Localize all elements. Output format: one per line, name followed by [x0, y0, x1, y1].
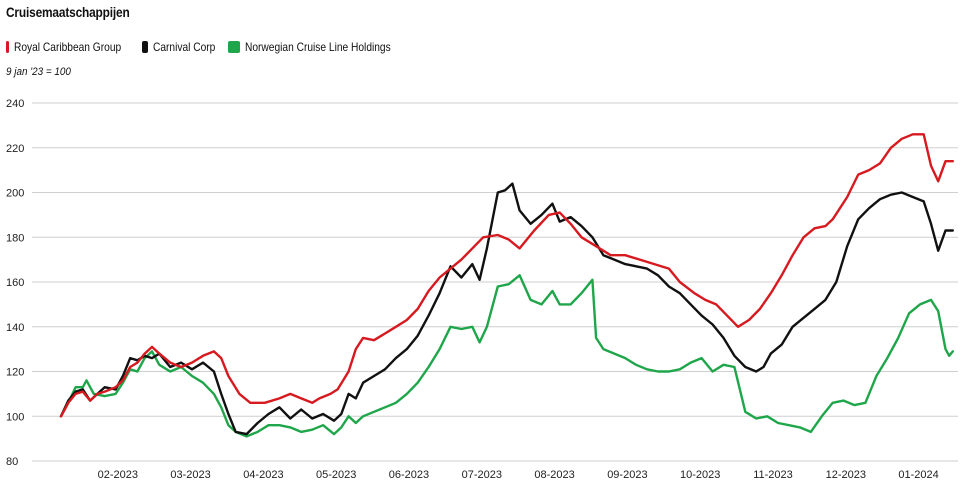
y-tick-label: 200 — [6, 188, 24, 200]
y-tick-label: 120 — [6, 367, 24, 379]
legend-label-norwegian: Norwegian Cruise Line Holdings — [245, 40, 391, 54]
y-tick-label: 180 — [6, 232, 24, 244]
legend-label-royal-caribbean: Royal Caribbean Group — [13, 40, 122, 54]
x-tick-label: 06-2023 — [389, 469, 429, 481]
legend-item-royal-caribbean[interactable]: Royal Caribbean Group — [6, 40, 140, 54]
x-tick-label: 03-2023 — [170, 469, 210, 481]
legend-item-norwegian[interactable]: Norwegian Cruise Line Holdings — [228, 40, 428, 54]
series-line-royal-caribbean-group — [59, 133, 954, 418]
x-tick-label: 08-2023 — [534, 469, 574, 481]
series-line-norwegian-cruise-line-holdings — [59, 274, 954, 438]
legend-label-carnival: Carnival Corp — [152, 40, 215, 54]
legend-item-carnival[interactable]: Carnival Corp — [142, 40, 226, 54]
x-tick-label: 10-2023 — [680, 469, 720, 481]
y-tick-label: 220 — [6, 143, 24, 155]
x-tick-label: 01-2024 — [898, 469, 938, 481]
x-tick-label: 02-2023 — [98, 469, 138, 481]
x-tick-label: 07-2023 — [462, 469, 502, 481]
x-tick-label: 09-2023 — [607, 469, 647, 481]
legend: Royal Caribbean Group Carnival Corp Norw… — [6, 39, 430, 55]
legend-swatch-carnival — [142, 41, 148, 53]
y-tick-label: 240 — [6, 98, 24, 110]
y-tick-label: 80 — [6, 456, 18, 468]
x-tick-label: 04-2023 — [243, 469, 283, 481]
legend-swatch-norwegian — [228, 41, 240, 53]
x-tick-label: 11-2023 — [753, 469, 793, 481]
chart-title: Cruisemaatschappijen — [6, 4, 130, 20]
y-tick-label: 160 — [6, 277, 24, 289]
y-tick-label: 140 — [6, 322, 24, 334]
chart-subtitle: 9 jan '23 = 100 — [6, 66, 71, 78]
x-tick-label: 12-2023 — [826, 469, 866, 481]
legend-swatch-royal-caribbean — [6, 41, 9, 53]
series-line-carnival-corp — [59, 182, 954, 436]
y-tick-label: 100 — [6, 411, 24, 423]
x-tick-label: 05-2023 — [316, 469, 356, 481]
